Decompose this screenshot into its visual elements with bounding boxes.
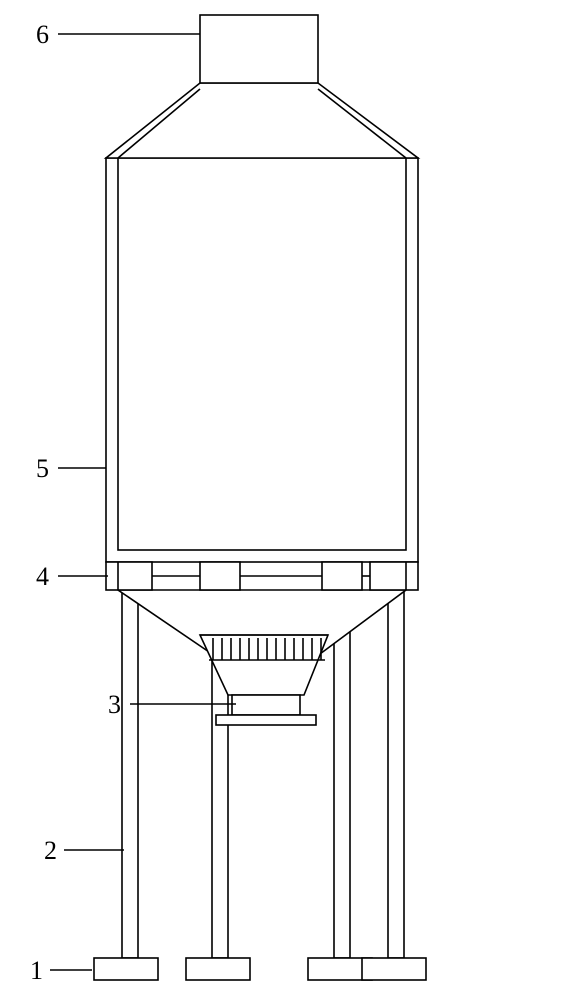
- callout-2: 2: [44, 836, 57, 866]
- cone-top-outer: [106, 83, 418, 158]
- callout-6: 6: [36, 20, 49, 50]
- callout-4: 4: [36, 562, 49, 592]
- leg-4: [388, 590, 404, 958]
- foot-2: [186, 958, 250, 980]
- flange-block-3: [322, 562, 362, 590]
- tank-inner: [118, 158, 406, 550]
- callout-3: 3: [108, 690, 121, 720]
- outlet-flange: [216, 715, 316, 725]
- foot-1: [94, 958, 158, 980]
- callout-5: 5: [36, 454, 49, 484]
- leg-3: [334, 590, 350, 958]
- foot-4: [362, 958, 426, 980]
- flange-block-2: [200, 562, 240, 590]
- flange-block-4: [370, 562, 418, 590]
- silo-diagram: [0, 0, 566, 1000]
- outlet-neck: [232, 695, 300, 715]
- inlet: [200, 15, 318, 83]
- leg-1: [122, 590, 138, 958]
- callout-1: 1: [30, 956, 43, 986]
- flange-block-1: [106, 562, 152, 590]
